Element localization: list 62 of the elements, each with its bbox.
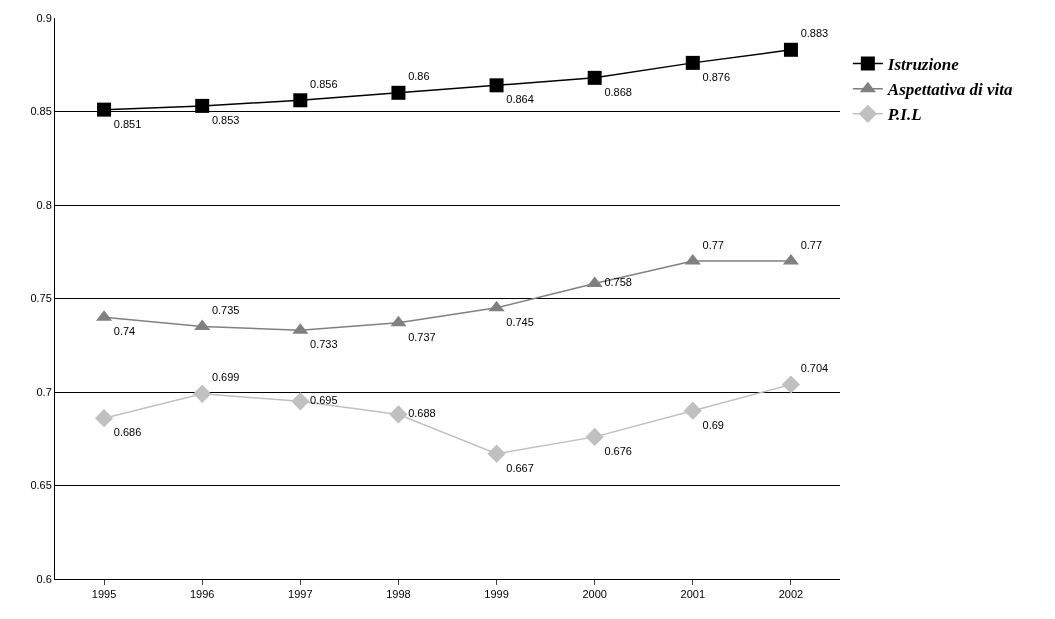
- y-tick-label: 0.8: [36, 198, 52, 211]
- point: [293, 93, 308, 108]
- x-tick-label: 1995: [91, 588, 117, 601]
- data-label: 0.704: [800, 362, 829, 375]
- x-tick-label: 2000: [582, 588, 607, 601]
- data-label: 0.868: [604, 85, 632, 98]
- data-label: 0.883: [800, 27, 829, 40]
- point: [194, 319, 211, 331]
- point: [389, 405, 408, 424]
- data-label: 0.676: [604, 444, 632, 457]
- point: [291, 392, 310, 411]
- point: [488, 300, 505, 312]
- x-tick-label: 2002: [778, 588, 804, 601]
- data-label: 0.667: [506, 461, 534, 474]
- x-tick-label: 1999: [484, 588, 509, 601]
- data-label: 0.686: [113, 426, 142, 439]
- point: [586, 276, 603, 288]
- point: [487, 444, 506, 463]
- legend-label: Istruzione: [886, 55, 960, 75]
- data-label: 0.856: [310, 77, 338, 90]
- point: [587, 70, 602, 85]
- point: [783, 42, 798, 57]
- data-label: 0.733: [310, 338, 338, 351]
- y-tick-label: 0.7: [36, 385, 52, 398]
- data-label: 0.851: [113, 117, 142, 130]
- data-label: 0.853: [211, 113, 240, 126]
- data-label: 0.758: [604, 276, 632, 289]
- point: [390, 315, 407, 327]
- point: [685, 55, 700, 70]
- point: [683, 401, 702, 420]
- x-tick-label: 2001: [680, 588, 706, 601]
- data-label: 0.699: [211, 371, 240, 384]
- data-label: 0.69: [702, 418, 724, 431]
- legend-label: Aspettativa di vita: [886, 80, 1013, 100]
- data-label: 0.745: [506, 315, 534, 328]
- x-tick-label: 1997: [288, 588, 313, 601]
- y-tick-label: 0.65: [30, 479, 52, 492]
- data-label: 0.735: [211, 304, 240, 317]
- y-tick-label: 0.9: [36, 11, 52, 24]
- point: [489, 78, 504, 93]
- point: [97, 102, 112, 117]
- x-tick-label: 1998: [386, 588, 411, 601]
- x-tick-label: 1996: [189, 588, 215, 601]
- data-label: 0.737: [408, 330, 436, 343]
- y-tick-label: 0.85: [30, 105, 52, 118]
- point: [391, 85, 406, 100]
- data-label: 0.77: [702, 238, 724, 251]
- data-label: 0.74: [113, 325, 136, 338]
- point: [585, 427, 604, 446]
- point: [94, 409, 114, 428]
- y-tick-label: 0.75: [30, 292, 52, 305]
- point: [193, 384, 212, 403]
- data-label: 0.688: [408, 407, 436, 420]
- point: [781, 375, 801, 394]
- data-label: 0.864: [506, 93, 534, 106]
- legend-label: P.I.L: [886, 105, 922, 125]
- point: [195, 98, 210, 113]
- y-tick-label: 0.6: [36, 572, 52, 585]
- data-label: 0.695: [310, 394, 338, 407]
- data-label: 0.77: [800, 238, 823, 251]
- data-label: 0.86: [408, 70, 430, 83]
- data-label: 0.876: [702, 70, 731, 83]
